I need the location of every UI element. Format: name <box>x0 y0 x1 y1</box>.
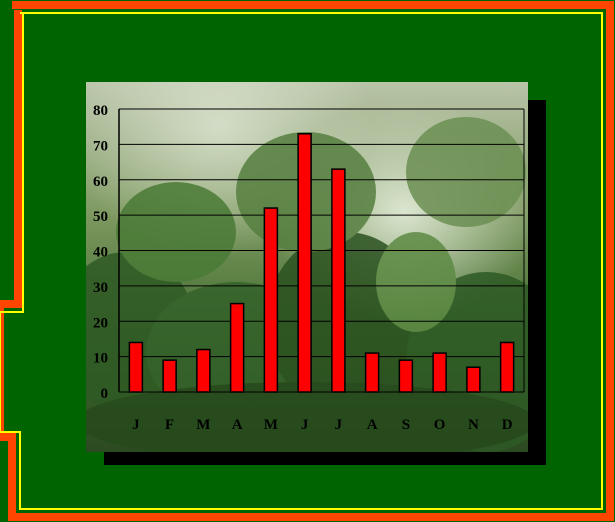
bar-9 <box>432 352 447 393</box>
y-tick-label: 0 <box>101 386 109 402</box>
y-tick-label: 10 <box>93 351 108 367</box>
x-tick-label: M <box>264 417 278 433</box>
bar-0 <box>128 341 144 393</box>
x-tick-label: A <box>367 417 378 433</box>
bar-6 <box>331 168 346 393</box>
bar-10 <box>466 366 481 393</box>
x-tick-label: S <box>402 417 410 433</box>
y-tick-label: 40 <box>93 245 108 261</box>
y-tick-label: 70 <box>93 138 108 154</box>
bar-chart: 0 10 20 30 40 50 60 70 80 J F M A M J J A S O N D <box>93 103 525 433</box>
frame-inner-border <box>0 12 603 510</box>
y-tick-label: 60 <box>93 174 108 190</box>
bar-8 <box>398 359 414 393</box>
bars <box>128 133 515 393</box>
gridlines <box>118 108 525 393</box>
x-tick-label: O <box>434 417 446 433</box>
bar-7 <box>364 352 380 393</box>
x-tick-label: J <box>335 417 343 433</box>
x-tick-label: F <box>165 417 174 433</box>
bar-3 <box>229 302 245 393</box>
x-tick-label: D <box>502 417 513 433</box>
x-tick-label: M <box>196 417 210 433</box>
bar-4 <box>263 207 279 393</box>
x-tick-label: A <box>232 417 243 433</box>
y-tick-label: 50 <box>93 209 108 225</box>
y-axis-ticks: 0 10 20 30 40 50 60 70 80 <box>93 103 108 402</box>
y-tick-label: 30 <box>93 280 108 296</box>
y-tick-label: 80 <box>93 103 108 119</box>
bar-5 <box>297 133 312 393</box>
bar-2 <box>196 348 211 393</box>
bar-1 <box>162 359 177 393</box>
x-tick-label: J <box>301 417 309 433</box>
bar-11 <box>499 341 515 393</box>
x-tick-label: J <box>132 417 140 433</box>
x-tick-label: N <box>468 417 479 433</box>
y-tick-label: 20 <box>93 315 108 331</box>
